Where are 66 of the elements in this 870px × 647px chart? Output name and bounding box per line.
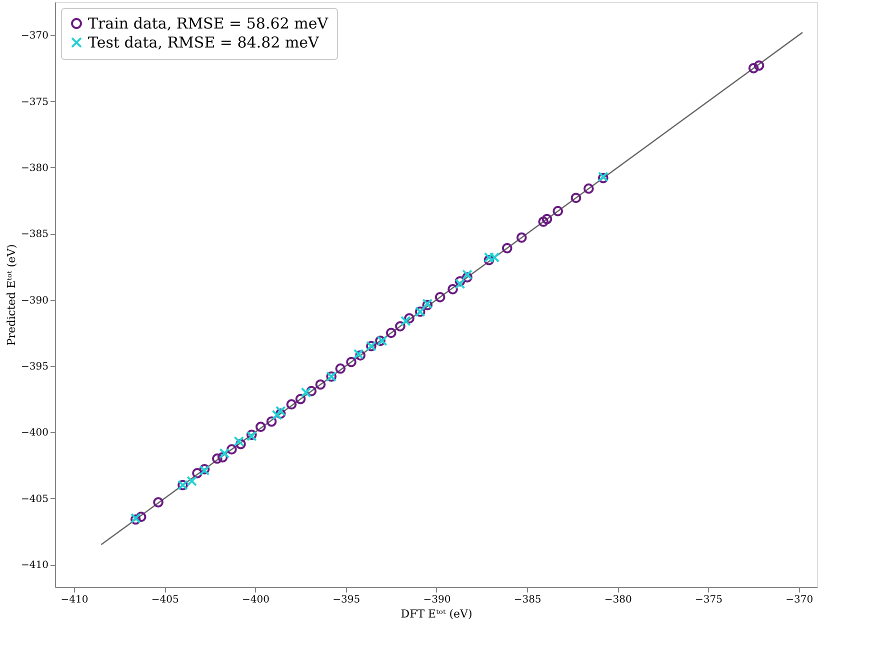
point [217, 452, 228, 462]
point [186, 476, 197, 486]
y-tick-label: −410 [21, 560, 48, 571]
y-tick-label: −400 [21, 428, 48, 439]
y-tick-label: −405 [21, 494, 48, 505]
y-axis-title: Predicted Eᵗᵒᵗ (eV) [5, 244, 18, 346]
point [346, 356, 356, 368]
point [295, 394, 306, 404]
point [484, 254, 494, 266]
point [542, 214, 552, 224]
point [754, 60, 764, 71]
point [395, 321, 406, 332]
x-tick-label: −410 [60, 594, 88, 606]
point [386, 328, 396, 338]
point [462, 269, 472, 280]
legend-label: Test data, RMSE = 84.82 meV [88, 34, 320, 52]
x-tick-label: −405 [151, 594, 179, 606]
point [315, 379, 326, 390]
point [335, 363, 346, 374]
point [236, 438, 246, 450]
point [570, 192, 582, 204]
point [153, 497, 164, 508]
point [286, 399, 297, 410]
point [484, 252, 494, 263]
x-tick-label: −375 [695, 594, 723, 606]
point [400, 316, 411, 326]
y-tick-label: −395 [21, 361, 48, 372]
point [300, 387, 312, 398]
point [272, 410, 282, 420]
y-tick-label: −380 [21, 162, 48, 174]
y-tick-label: −375 [21, 96, 48, 108]
x-tick-label: −390 [423, 594, 451, 606]
point [552, 206, 564, 216]
point [234, 436, 244, 447]
point [538, 216, 549, 227]
point [275, 406, 286, 416]
legend-label: Train data, RMSE = 58.62 meV [88, 14, 330, 32]
point [448, 284, 458, 294]
y-tick-label: −385 [21, 229, 48, 240]
point [192, 468, 202, 478]
point [255, 422, 266, 432]
x-axis-title: DFT Eᵗᵒᵗ (eV) [400, 608, 472, 620]
x-tick-label: −380 [604, 594, 632, 606]
point [306, 386, 317, 396]
point [266, 416, 277, 427]
point [212, 453, 222, 464]
point [226, 444, 237, 455]
y-tick-label: −390 [21, 295, 48, 306]
x-tick-label: −395 [332, 594, 360, 606]
point [462, 272, 472, 282]
x-tick-label: −385 [514, 594, 542, 606]
point [748, 63, 759, 74]
point [219, 448, 230, 459]
point [502, 243, 512, 254]
point [516, 232, 527, 243]
point [454, 276, 466, 286]
x-tick-label: −370 [786, 594, 814, 606]
point [136, 512, 146, 522]
point [583, 183, 594, 194]
x-tick-label: −400 [242, 594, 270, 606]
point [489, 252, 500, 263]
point [275, 408, 286, 419]
y-tick-label: −370 [21, 30, 48, 42]
point [454, 278, 466, 290]
point [434, 292, 446, 302]
point [404, 313, 414, 324]
